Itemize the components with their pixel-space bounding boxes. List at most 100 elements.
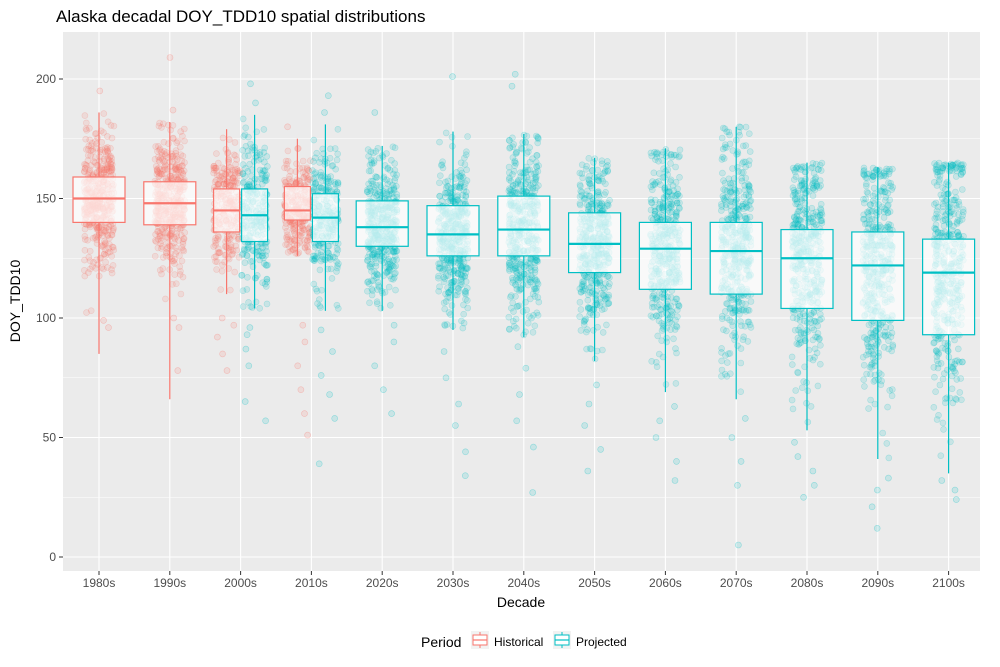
jitter-point: [658, 310, 666, 318]
jitter-point: [460, 301, 467, 309]
jitter-point: [453, 169, 460, 176]
jitter-point: [529, 328, 537, 336]
jitter-point: [85, 146, 92, 153]
outlier-point: [652, 434, 660, 441]
outlier-point: [331, 415, 339, 422]
jitter-point: [167, 126, 174, 134]
jitter-point: [213, 167, 220, 175]
jitter-point: [161, 163, 168, 170]
jitter-point: [599, 329, 607, 336]
jitter-point: [281, 178, 289, 186]
jitter-point: [576, 169, 584, 177]
jitter-point: [583, 328, 590, 336]
jitter-point: [100, 227, 108, 234]
jitter-point: [576, 200, 584, 207]
jitter-point: [242, 124, 249, 132]
jitter-point: [252, 274, 259, 282]
jitter-point: [154, 168, 162, 176]
jitter-point: [102, 151, 110, 159]
jitter-point: [103, 166, 110, 173]
outlier-point: [301, 338, 309, 346]
jitter-point: [81, 272, 89, 280]
outlier-point: [671, 477, 679, 484]
jitter-point: [535, 182, 542, 189]
jitter-point: [726, 316, 733, 324]
jitter-point: [534, 139, 542, 147]
jitter-point: [534, 134, 541, 141]
jitter-point: [367, 148, 375, 156]
jitter-point: [107, 160, 114, 168]
outlier-point: [514, 343, 522, 351]
jitter-point: [516, 266, 523, 274]
outlier-point: [461, 472, 469, 480]
jitter-point: [177, 151, 185, 158]
jitter-point: [172, 164, 179, 171]
outlier-point: [246, 324, 254, 331]
jitter-point: [173, 153, 180, 160]
jitter-point: [789, 314, 797, 322]
jitter-point: [158, 237, 165, 244]
jitter-point: [176, 174, 183, 181]
jitter-point: [796, 310, 804, 318]
jitter-point: [461, 154, 468, 162]
jitter-point: [523, 306, 530, 314]
jitter-point: [456, 258, 464, 266]
outlier-point: [522, 364, 530, 372]
jitter-point: [366, 184, 374, 192]
jitter-point: [105, 150, 112, 157]
jitter-point: [233, 166, 241, 173]
jitter-point: [110, 224, 117, 232]
jitter-point: [817, 217, 825, 225]
jitter-point: [213, 266, 220, 273]
jitter-point: [673, 295, 681, 303]
jitter-point: [456, 199, 464, 207]
jitter-point: [155, 164, 162, 172]
outlier-point: [329, 348, 336, 355]
jitter-point: [229, 175, 237, 182]
jitter-point: [531, 256, 539, 264]
jitter-point: [100, 227, 107, 234]
jitter-point: [226, 164, 233, 171]
jitter-point: [81, 168, 88, 176]
jitter-point: [282, 224, 289, 231]
jitter-point: [247, 303, 255, 310]
jitter-point: [789, 405, 797, 413]
jitter-point: [334, 150, 342, 158]
jitter-point: [292, 180, 300, 187]
jitter-point: [592, 291, 600, 299]
jitter-point: [527, 271, 535, 279]
jitter-point: [161, 164, 168, 172]
jitter-point: [105, 156, 113, 164]
jitter-point: [670, 335, 677, 343]
jitter-point: [152, 237, 159, 244]
jitter-point: [718, 134, 726, 142]
jitter-point: [372, 259, 380, 267]
jitter-point: [84, 157, 92, 164]
outlier-point: [317, 372, 325, 379]
jitter-point: [93, 236, 101, 244]
jitter-point: [815, 336, 823, 343]
jitter-point: [243, 252, 251, 260]
jitter-point: [661, 174, 668, 181]
jitter-point: [100, 166, 107, 174]
jitter-point: [507, 178, 515, 185]
jitter-point: [720, 155, 728, 162]
jitter-point: [177, 290, 185, 298]
jitter-point: [167, 250, 174, 257]
jitter-point: [210, 169, 217, 177]
jitter-point: [374, 145, 382, 152]
jitter-point: [376, 154, 383, 162]
jitter-point: [180, 235, 188, 242]
jitter-point: [227, 243, 235, 251]
jitter-point: [655, 317, 663, 325]
jitter-point: [461, 272, 468, 280]
jitter-point: [804, 418, 812, 426]
jitter-point: [581, 317, 588, 325]
jitter-point: [672, 163, 679, 171]
outlier-point: [513, 417, 521, 425]
jitter-point: [509, 317, 517, 325]
outlier-point: [105, 324, 112, 331]
jitter-point: [577, 187, 585, 195]
jitter-point: [745, 130, 753, 137]
jitter-point: [239, 287, 247, 295]
